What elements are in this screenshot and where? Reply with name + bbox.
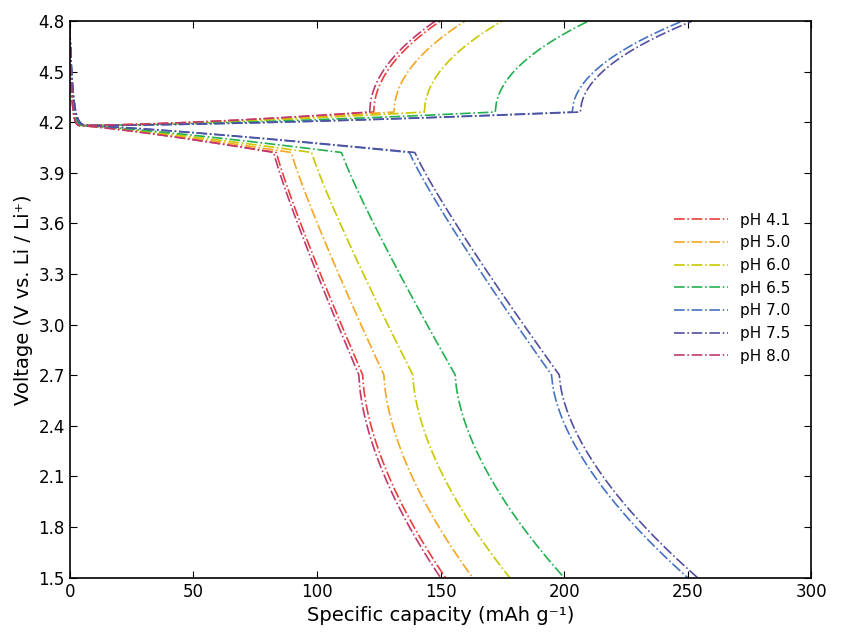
pH 6.5 <box>315 116 325 123</box>
pH 7.5 <box>362 116 372 123</box>
pH 4.1 <box>427 23 437 31</box>
pH 5.0 <box>75 121 85 129</box>
pH 6.5 <box>78 121 88 129</box>
pH 7.0 <box>678 17 688 25</box>
Line: pH 6.0: pH 6.0 <box>70 21 502 125</box>
pH 6.5 <box>584 17 594 25</box>
pH 6.0 <box>488 23 498 31</box>
pH 8.0 <box>283 114 294 121</box>
Line: pH 7.0: pH 7.0 <box>70 21 683 125</box>
pH 7.5 <box>688 17 698 25</box>
Legend: pH 4.1, pH 5.0, pH 6.0, pH 6.5, pH 7.0, pH 7.5, pH 8.0: pH 4.1, pH 5.0, pH 6.0, pH 6.5, pH 7.0, … <box>668 206 796 370</box>
pH 8.0 <box>65 26 75 33</box>
pH 4.1 <box>244 116 254 123</box>
pH 7.0 <box>398 114 408 122</box>
pH 5.0 <box>452 23 462 31</box>
pH 6.0 <box>271 116 281 123</box>
pH 7.5 <box>65 26 75 33</box>
pH 7.0 <box>65 26 75 33</box>
pH 8.0 <box>431 17 441 25</box>
pH 4.1 <box>74 121 84 129</box>
pH 7.5 <box>366 116 376 123</box>
pH 7.0 <box>357 116 368 123</box>
pH 6.5 <box>65 26 75 33</box>
pH 7.0 <box>81 121 91 129</box>
pH 8.0 <box>365 100 375 107</box>
pH 7.5 <box>674 23 684 31</box>
pH 7.0 <box>569 100 579 107</box>
pH 6.0 <box>323 114 333 121</box>
pH 4.1 <box>65 26 75 33</box>
pH 7.5 <box>436 114 447 121</box>
pH 5.0 <box>253 116 263 123</box>
pH 5.0 <box>65 26 75 33</box>
pH 4.1 <box>436 17 446 25</box>
Line: pH 7.5: pH 7.5 <box>70 21 693 125</box>
pH 6.5 <box>375 114 385 121</box>
pH 8.0 <box>239 116 249 123</box>
pH 5.0 <box>256 116 266 123</box>
pH 5.0 <box>460 17 470 25</box>
pH 7.0 <box>664 23 674 31</box>
pH 6.0 <box>273 116 283 123</box>
pH 5.0 <box>301 114 311 121</box>
pH 6.0 <box>497 17 507 25</box>
Line: pH 6.5: pH 6.5 <box>70 21 589 125</box>
pH 4.1 <box>266 114 276 122</box>
pH 6.0 <box>299 114 309 122</box>
pH 6.0 <box>65 26 75 33</box>
pH 7.0 <box>431 114 441 121</box>
pH 6.5 <box>573 23 583 31</box>
Y-axis label: Voltage (V vs. Li / Li⁺): Voltage (V vs. Li / Li⁺) <box>14 194 33 404</box>
Line: pH 5.0: pH 5.0 <box>70 21 465 125</box>
pH 4.1 <box>369 100 379 107</box>
pH 7.0 <box>361 116 371 123</box>
pH 6.0 <box>76 121 86 129</box>
pH 8.0 <box>74 121 84 129</box>
pH 4.1 <box>286 114 296 121</box>
X-axis label: Specific capacity (mAh g⁻¹): Specific capacity (mAh g⁻¹) <box>307 606 574 625</box>
pH 8.0 <box>241 116 251 123</box>
pH 7.5 <box>577 100 587 107</box>
pH 6.5 <box>312 116 322 123</box>
pH 8.0 <box>422 23 432 31</box>
pH 7.5 <box>81 121 91 129</box>
pH 6.5 <box>491 100 501 107</box>
pH 5.0 <box>279 114 289 122</box>
pH 5.0 <box>389 100 399 107</box>
pH 6.0 <box>420 100 431 107</box>
pH 6.5 <box>346 114 357 122</box>
Line: pH 4.1: pH 4.1 <box>70 21 441 125</box>
pH 4.1 <box>241 116 251 123</box>
Line: pH 8.0: pH 8.0 <box>70 21 436 125</box>
pH 7.5 <box>403 114 413 122</box>
pH 8.0 <box>263 114 273 122</box>
